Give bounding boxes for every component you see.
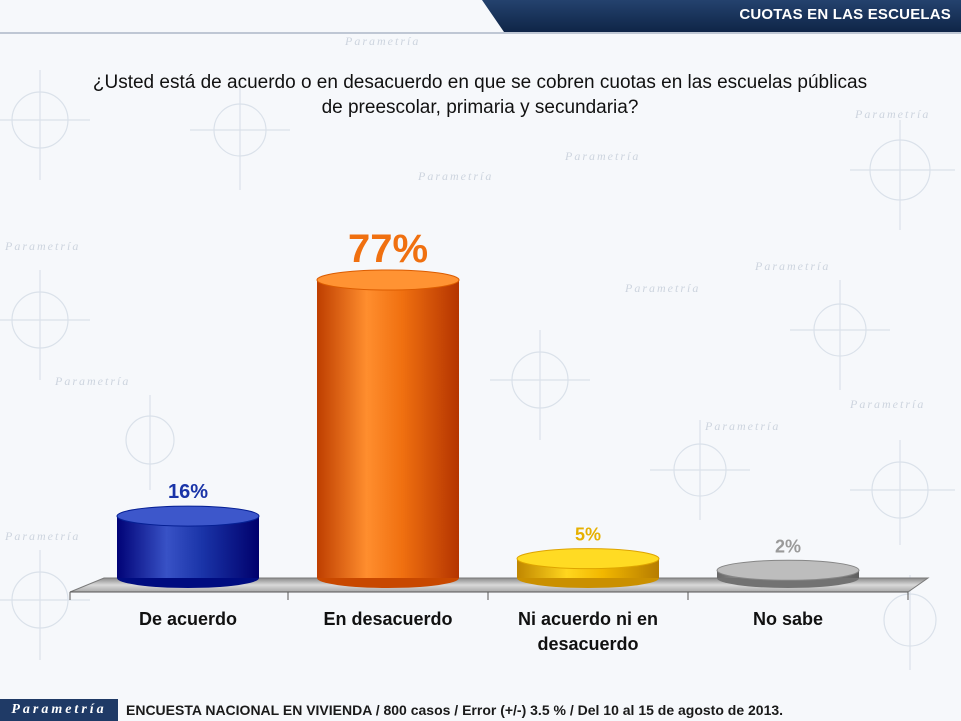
svg-text:Parametría: Parametría (4, 529, 80, 543)
bar-body (317, 280, 459, 578)
category-label-no-sabe: No sabe (753, 609, 823, 629)
parametria-logo: Parametría (0, 699, 118, 721)
bar-de-acuerdo (116, 505, 260, 588)
bar-ni-acuerdo-ni-desacuerdo (516, 548, 660, 588)
svg-text:Parametría: Parametría (564, 149, 640, 163)
svg-text:Parametría: Parametría (624, 281, 700, 295)
question-line-2: de preescolar, primaria y secundaria? (321, 97, 639, 118)
category-label-ni-acuerdo-ni-desacuerdo: Ni acuerdo ni en desacuerdo (518, 609, 658, 654)
bar-no-sabe (716, 559, 860, 588)
svg-text:Parametría: Parametría (54, 374, 130, 388)
svg-text:Parametría: Parametría (417, 169, 493, 183)
bar-top-cap (516, 548, 660, 570)
svg-text:Parametría: Parametría (4, 239, 80, 253)
value-label-ni-acuerdo-ni-desacuerdo: 5% (575, 525, 601, 545)
value-label-en-desacuerdo: 77% (348, 227, 428, 271)
survey-question: ¿Usted está de acuerdo o en desacuerdo e… (60, 70, 900, 120)
category-label-en-desacuerdo: En desacuerdo (323, 609, 452, 629)
bar-top-cap (716, 559, 860, 581)
header-divider (0, 32, 961, 34)
bar-en-desacuerdo (316, 269, 460, 588)
value-label-de-acuerdo: 16% (168, 481, 208, 503)
bar-top-cap (116, 505, 260, 527)
bar-top-cap (316, 269, 460, 291)
question-line-1: ¿Usted está de acuerdo o en desacuerdo e… (92, 72, 868, 93)
svg-text:Parametría: Parametría (854, 107, 930, 121)
svg-text:Parametría: Parametría (344, 34, 420, 48)
header-bar: CUOTAS EN LAS ESCUELAS (482, 0, 961, 32)
survey-methodology-note: ENCUESTA NACIONAL EN VIVIENDA / 800 caso… (126, 702, 784, 718)
svg-text:Parametría: Parametría (849, 397, 925, 411)
category-label-de-acuerdo: De acuerdo (139, 609, 237, 629)
svg-text:Parametría: Parametría (754, 259, 830, 273)
value-label-no-sabe: 2% (775, 536, 801, 556)
page-title: CUOTAS EN LAS ESCUELAS (739, 6, 951, 23)
svg-text:Parametría: Parametría (704, 419, 780, 433)
